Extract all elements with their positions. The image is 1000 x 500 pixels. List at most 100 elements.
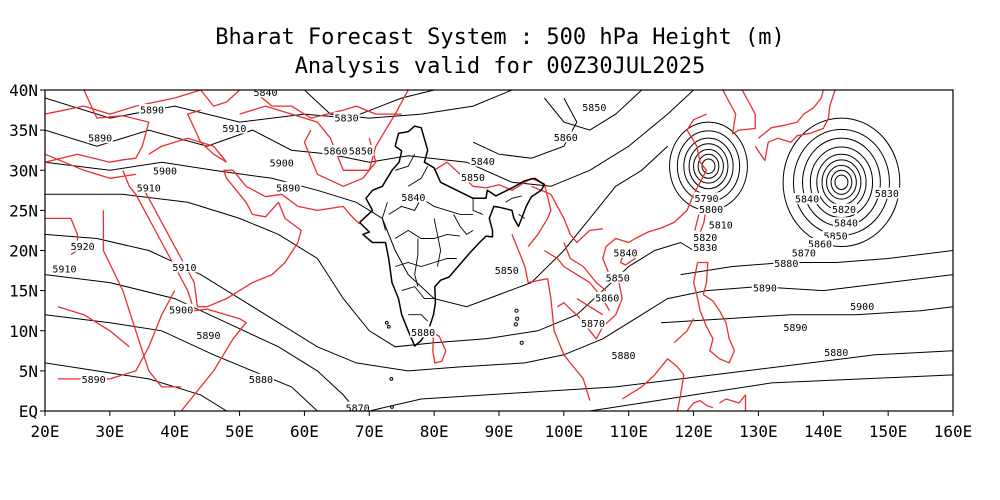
state-boundary — [395, 153, 416, 171]
contour-line — [589, 374, 953, 411]
contour-label: 5900 — [850, 302, 874, 313]
contour-label-bg — [581, 101, 608, 113]
contour-labels: 5890 5890 5910 5900 5910 5900 5890 5860 5850 5830… — [51, 90, 900, 414]
contour-label-bg — [195, 329, 222, 341]
contour-label-bg — [604, 271, 631, 283]
contour-label-bg — [873, 187, 900, 199]
state-boundary — [414, 238, 419, 287]
contour-label: 5870 — [346, 403, 370, 414]
x-tick-label: 140E — [804, 422, 843, 441]
contour-label: 5840 — [613, 248, 637, 259]
contour-label: 5820 — [693, 233, 717, 244]
contour-label-bg — [247, 373, 274, 385]
island-marker — [515, 316, 520, 321]
state-boundary — [505, 195, 522, 203]
contour-label: 5900 — [153, 167, 177, 178]
contour-label: 5870 — [581, 319, 605, 330]
coastline-segment — [732, 90, 756, 135]
coastline-segment — [187, 109, 227, 163]
contour-label: 5850 — [824, 232, 848, 243]
coastline-segment — [200, 90, 241, 107]
contour-label-bg — [692, 241, 719, 253]
contour-label: 5790 — [694, 194, 718, 205]
coastline-segment — [621, 358, 685, 411]
x-tick-label: 110E — [609, 422, 648, 441]
contour-line — [45, 314, 318, 411]
contour-label-bg — [831, 203, 858, 215]
coastline-segment — [141, 185, 199, 307]
island-marker — [514, 308, 519, 313]
x-tick-label: 130E — [739, 422, 778, 441]
state-boundary — [518, 214, 526, 219]
coastline-segment — [57, 306, 130, 348]
island-marker — [384, 320, 389, 325]
state-boundary — [395, 258, 457, 267]
contour-label: 5880 — [824, 348, 848, 359]
contour-label-bg — [552, 131, 579, 143]
contour-label: 5890 — [753, 284, 777, 295]
x-tick-label: 100E — [545, 422, 584, 441]
low-contour-ring — [676, 130, 741, 203]
contour-label: 5910 — [52, 264, 76, 275]
island-marker — [389, 377, 394, 381]
state-boundary — [433, 218, 442, 267]
coastline-segment — [197, 170, 302, 308]
contour-label: 5850 — [606, 273, 630, 284]
contour-label: 5910 — [222, 124, 246, 135]
contour-line — [472, 97, 578, 159]
contour-label-bg — [580, 317, 607, 329]
x-tick-label: 40E — [160, 422, 189, 441]
contour-label-bg — [252, 90, 279, 98]
low-contour-ring — [834, 174, 849, 191]
contour-line — [45, 145, 668, 308]
contour-label-bg — [322, 144, 349, 156]
contour-label: 5890 — [783, 323, 807, 334]
contour-label-bg — [692, 231, 719, 243]
height-contours — [45, 90, 953, 411]
y-tick-label: 10N — [9, 322, 38, 341]
state-boundary — [408, 314, 429, 322]
x-tick-label: 80E — [420, 422, 449, 441]
contour-label: 5890 — [140, 106, 164, 117]
island-marker — [513, 322, 518, 327]
island-marker — [519, 340, 524, 345]
contour-label: 5860 — [595, 293, 619, 304]
contour-label: 5850 — [495, 266, 519, 277]
contour-label-bg — [773, 257, 800, 269]
state-boundary — [453, 214, 474, 235]
coastline-segment — [531, 185, 603, 244]
contour-label: 5830 — [335, 114, 359, 125]
x-tick-label: 30E — [95, 422, 124, 441]
contour-label-bg — [151, 165, 178, 177]
coastline-segment — [102, 210, 182, 388]
contour-line — [544, 90, 643, 131]
state-boundary — [472, 198, 483, 215]
india-outline — [359, 125, 546, 347]
contour-label: 5890 — [82, 375, 106, 386]
y-tick-label: 35N — [9, 121, 38, 140]
sri-lanka-outline — [432, 332, 447, 364]
coastline-segment — [45, 90, 150, 163]
y-tick-label: EQ — [19, 402, 38, 421]
contour-label: 5890 — [196, 331, 220, 342]
coastline-segment — [722, 90, 737, 135]
coastline-segment — [673, 318, 695, 344]
coastline-segment — [757, 90, 824, 139]
state-boundary — [407, 165, 429, 187]
contour-label: 5900 — [169, 305, 193, 316]
contour-label-bg — [707, 218, 734, 230]
contour-line — [680, 250, 953, 276]
state-boundary — [388, 197, 474, 215]
low-contour-ring — [701, 158, 716, 174]
contour-label-bg — [51, 262, 78, 274]
coastline-segment — [527, 183, 552, 247]
x-tick-label: 160E — [934, 422, 973, 441]
low-contour-ring — [826, 164, 857, 200]
contour-label: 5810 — [709, 220, 733, 231]
coastline-segment — [692, 261, 736, 364]
contour-label: 5830 — [693, 243, 717, 254]
y-tick-label: 15N — [9, 282, 38, 301]
contour-label: 5850 — [582, 103, 606, 114]
contour-label: 5880 — [774, 259, 798, 270]
contour-label-bg — [87, 132, 114, 144]
